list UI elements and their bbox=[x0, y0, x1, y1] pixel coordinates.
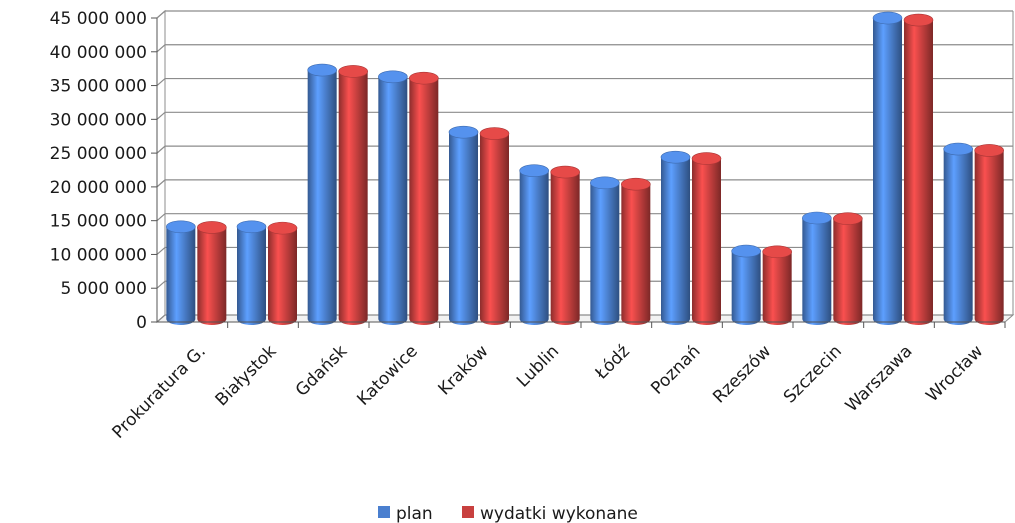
y-axis: 0 5 000 000 10 000 000 15 000 000 20 000 000… bbox=[50, 9, 158, 333]
x-tick-label: Poznań bbox=[647, 341, 704, 398]
bar-plan bbox=[731, 244, 761, 325]
gridline bbox=[156, 213, 1013, 222]
gridline bbox=[156, 280, 1013, 289]
x-tick-label: Lublin bbox=[513, 341, 563, 391]
gridline bbox=[156, 111, 1013, 120]
x-tick-label: Katowice bbox=[353, 341, 421, 409]
y-tick-label: 15 000 000 bbox=[50, 212, 147, 232]
legend-swatch bbox=[378, 506, 390, 518]
y-tick-label: 25 000 000 bbox=[50, 144, 147, 164]
x-tick-label: Białystok bbox=[212, 341, 281, 410]
gridline bbox=[156, 246, 1013, 255]
x-tick-label: Gdańsk bbox=[292, 341, 351, 400]
bar-plan bbox=[378, 70, 408, 325]
side-wall bbox=[156, 9, 166, 324]
gridline bbox=[156, 77, 1013, 87]
gridline bbox=[156, 44, 1013, 53]
bar-wydatki-wykonane bbox=[479, 127, 510, 325]
gridline bbox=[156, 10, 1013, 19]
x-tick-label: Szczecin bbox=[780, 341, 846, 407]
y-tick-label: 40 000 000 bbox=[50, 43, 147, 63]
y-tick-label: 45 000 000 bbox=[50, 9, 147, 29]
bar-wydatki-wykonane bbox=[833, 212, 863, 325]
x-tick-label: Prokuratura G. bbox=[109, 341, 210, 442]
bar-wydatki-wykonane bbox=[267, 221, 298, 325]
bar-plan bbox=[872, 11, 903, 325]
bar-plan bbox=[236, 220, 267, 325]
bar-plan bbox=[943, 142, 973, 325]
y-tick-label: 0 bbox=[136, 313, 147, 333]
bar-plan bbox=[802, 211, 832, 325]
bar-wydatki-wykonane bbox=[974, 144, 1004, 325]
x-tick-label: Wrocław bbox=[922, 341, 987, 406]
bar-plan bbox=[307, 63, 337, 326]
gridline bbox=[156, 179, 1013, 188]
x-tick-label: Kraków bbox=[434, 341, 492, 399]
bar-plan bbox=[166, 220, 196, 325]
y-tick-label: 30 000 000 bbox=[50, 110, 147, 130]
bar-wydatki-wykonane bbox=[903, 13, 934, 325]
y-tick-label: 10 000 000 bbox=[50, 245, 147, 265]
legend: plan wydatki wykonane bbox=[378, 504, 638, 523]
bar-wydatki-wykonane bbox=[550, 165, 580, 325]
bar-wydatki-wykonane bbox=[197, 221, 227, 325]
bars bbox=[166, 11, 1004, 326]
gridlines bbox=[156, 10, 1013, 323]
y-tick-label: 5 000 000 bbox=[60, 279, 147, 299]
legend-label: wydatki wykonane bbox=[480, 504, 638, 523]
gridline bbox=[156, 145, 1013, 154]
bar-wydatki-wykonane bbox=[691, 152, 722, 325]
bar-plan bbox=[448, 125, 479, 325]
x-tick-label: Rzeszów bbox=[709, 341, 775, 407]
bar-plan bbox=[590, 176, 620, 325]
y-tick-label: 35 000 000 bbox=[50, 77, 147, 97]
bar-wydatki-wykonane bbox=[621, 177, 651, 325]
x-axis: Prokuratura G. Białystok Gdańsk Katowice Kra… bbox=[109, 321, 1006, 443]
gridline bbox=[156, 314, 1013, 323]
bar-wydatki-wykonane bbox=[409, 71, 439, 325]
bar-wydatki-wykonane bbox=[338, 65, 368, 325]
y-tick-label: 20 000 000 bbox=[50, 178, 147, 198]
bar-wydatki-wykonane bbox=[762, 245, 792, 325]
x-tick-label: Warszawa bbox=[842, 341, 917, 416]
legend-swatch bbox=[462, 506, 474, 518]
bar-plan bbox=[660, 150, 691, 325]
bar-plan bbox=[519, 164, 549, 325]
legend-label: plan bbox=[396, 504, 433, 523]
x-tick-label: Łódź bbox=[591, 341, 634, 384]
